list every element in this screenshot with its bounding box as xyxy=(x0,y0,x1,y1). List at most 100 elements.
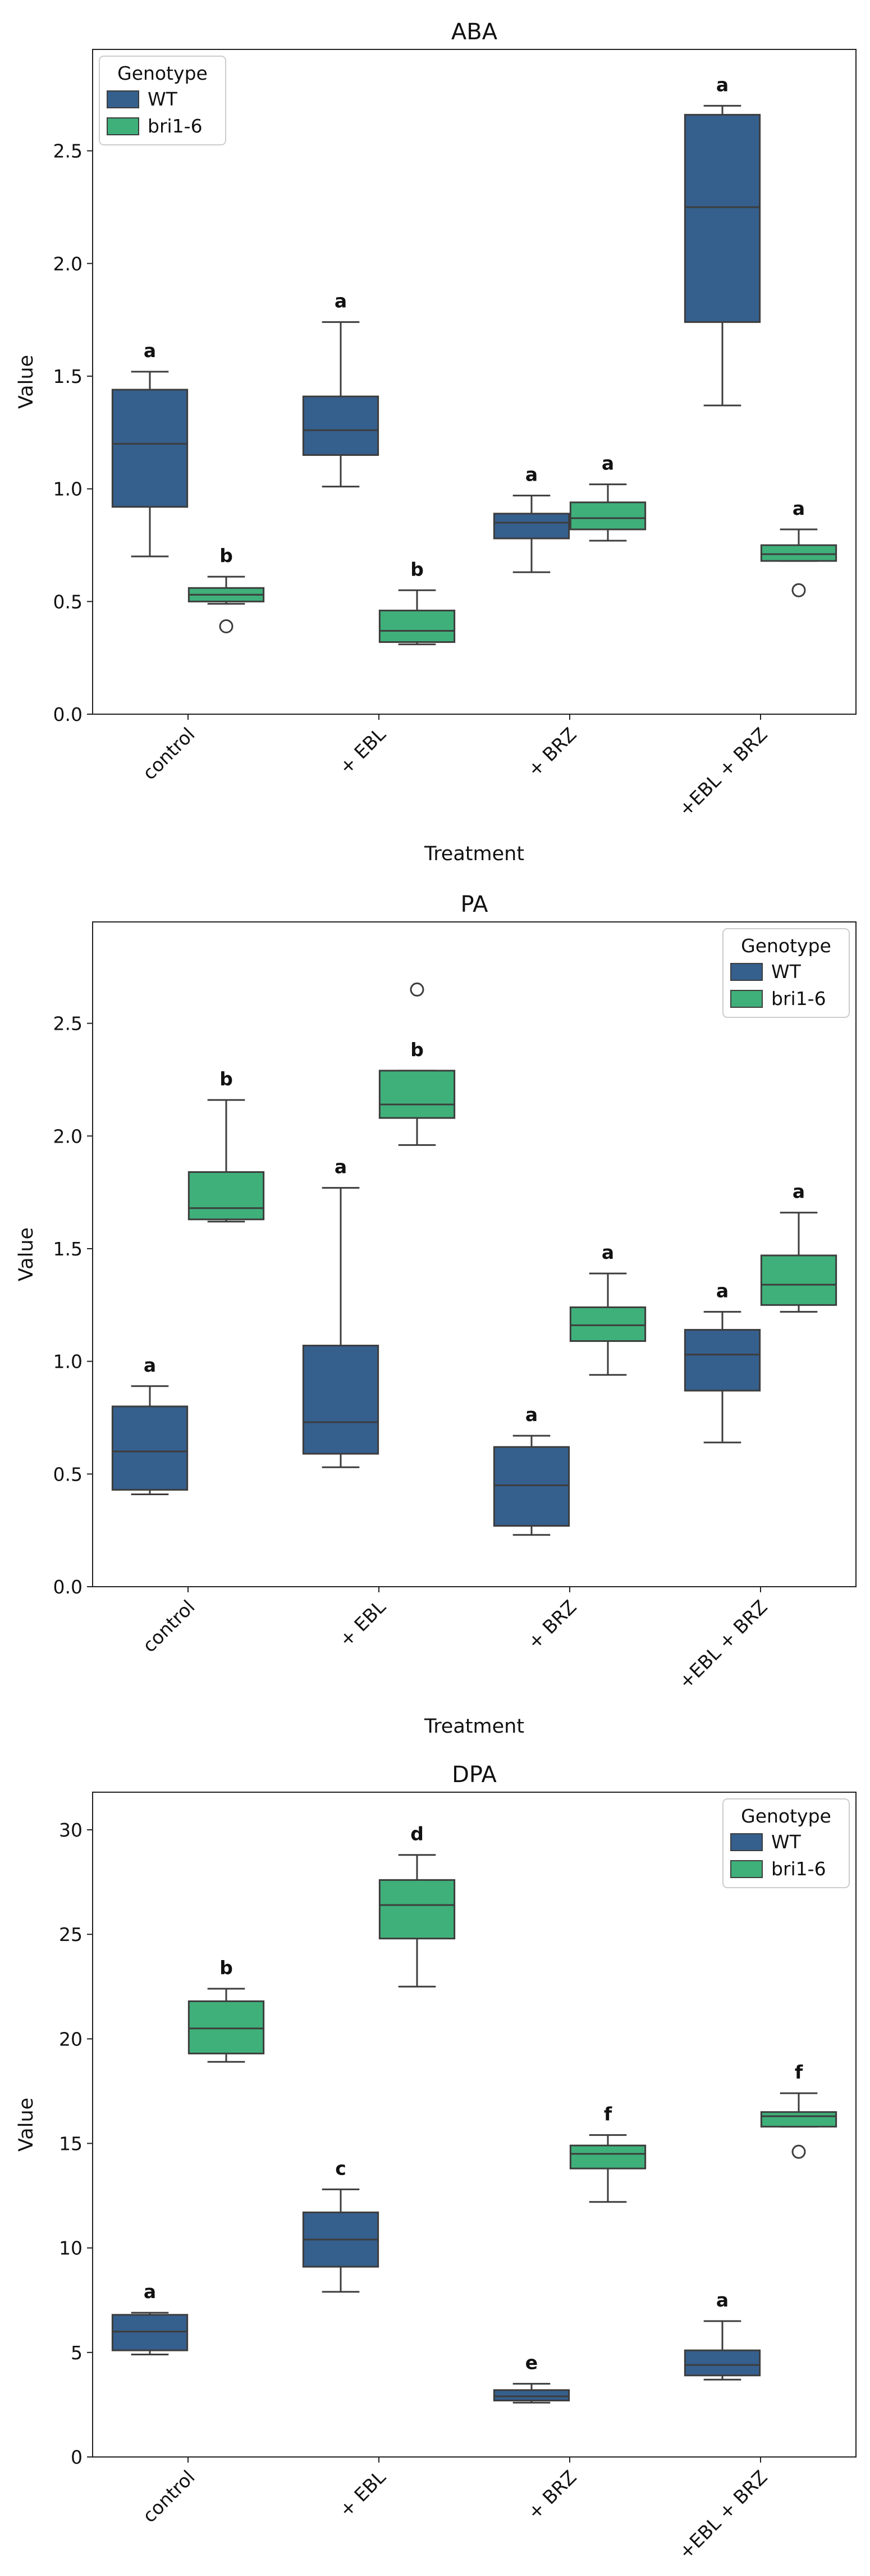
legend-swatch xyxy=(107,117,139,135)
box-iqr xyxy=(569,1306,647,1342)
significance-letter: b xyxy=(410,1039,424,1061)
significance-letter: d xyxy=(410,1823,424,1845)
legend-swatch xyxy=(730,990,763,1008)
box-group: c xyxy=(302,2157,379,2293)
x-tick-label: + EBL xyxy=(335,2466,390,2522)
legend: Genotype WT bri1-6 xyxy=(722,928,850,1018)
box-group: a xyxy=(302,1156,379,1468)
box-group: a xyxy=(760,497,837,597)
box-iqr xyxy=(111,1405,189,1491)
y-tick-label: 1.5 xyxy=(53,1238,83,1260)
legend-label: bri1-6 xyxy=(148,115,203,137)
significance-letter: a xyxy=(602,1241,614,1263)
y-tick-label: 2.5 xyxy=(53,1013,83,1035)
y-tick-label: 2.0 xyxy=(53,253,83,275)
box-group: a xyxy=(302,290,379,488)
significance-letter: b xyxy=(219,545,233,567)
box-iqr xyxy=(760,2111,837,2128)
y-axis-label: Value xyxy=(15,355,38,409)
outlier-point xyxy=(791,2144,806,2159)
box-group: d xyxy=(378,1823,456,1988)
x-tick-label: +EBL + BRZ xyxy=(674,723,771,820)
chart-title: ABA xyxy=(451,19,498,45)
significance-letter: a xyxy=(793,1181,805,1203)
box-iqr xyxy=(493,1446,570,1527)
legend-swatch xyxy=(107,90,139,108)
y-tick-label: 15 xyxy=(59,2133,83,2155)
y-tick-label: 0.0 xyxy=(53,1576,83,1598)
y-tick-label: 25 xyxy=(59,1924,83,1945)
x-tick-label: +EBL + BRZ xyxy=(674,1596,771,1693)
significance-letter: a xyxy=(602,453,614,474)
legend-title: Genotype xyxy=(741,935,831,957)
significance-letter: f xyxy=(604,2103,612,2125)
y-tick-label: 0 xyxy=(71,2446,83,2468)
box-group: a xyxy=(493,464,570,573)
box-group: b xyxy=(187,1068,265,1223)
box-group: b xyxy=(378,982,456,1146)
legend-swatch xyxy=(730,1833,763,1851)
y-tick-label: 2.0 xyxy=(53,1125,83,1147)
legend-label: WT xyxy=(148,88,178,110)
y-tick-label: 1.5 xyxy=(53,366,83,387)
y-tick-label: 0.0 xyxy=(53,704,83,725)
chart-panel-dpa: DPA 0 5 10 15 20 25 30 Value control + EBL + BRZ +EB… xyxy=(15,1762,857,2564)
box-group: a xyxy=(111,2281,189,2356)
significance-letter: b xyxy=(219,1957,233,1979)
outlier-point xyxy=(410,982,424,997)
box-group: b xyxy=(187,1957,265,2063)
y-tick-label: 1.0 xyxy=(53,478,83,500)
y-tick-label: 20 xyxy=(59,2028,83,2050)
significance-letter: a xyxy=(793,497,805,519)
box-iqr xyxy=(187,2000,265,2054)
legend-swatch xyxy=(730,1860,763,1878)
legend-label: bri1-6 xyxy=(771,988,826,1010)
box-group: a xyxy=(111,1354,189,1495)
legend-label: bri1-6 xyxy=(771,1858,826,1880)
box-group: a xyxy=(684,2289,761,2381)
significance-letter: a xyxy=(716,74,729,95)
box-group: b xyxy=(187,545,265,633)
box-iqr xyxy=(378,609,456,643)
box-iqr xyxy=(760,1254,837,1306)
box-group: e xyxy=(493,2352,570,2404)
box-iqr xyxy=(378,1070,456,1119)
x-tick-label: + BRZ xyxy=(523,2466,581,2524)
significance-letter: f xyxy=(795,2061,803,2083)
legend-title: Genotype xyxy=(741,1805,831,1827)
box-group: a xyxy=(569,1241,647,1376)
box-group: a xyxy=(684,1280,761,1444)
box-group: f xyxy=(760,2061,837,2159)
outlier-point xyxy=(791,583,806,597)
outlier-point xyxy=(219,619,233,633)
box-iqr xyxy=(684,2349,761,2377)
box-group: f xyxy=(569,2103,647,2203)
chart-title: PA xyxy=(461,892,489,917)
x-tick-label: + BRZ xyxy=(523,1596,581,1654)
x-axis-label: Treatment xyxy=(424,1715,524,1738)
x-tick-label: + BRZ xyxy=(523,723,581,781)
box-iqr xyxy=(684,1328,761,1392)
significance-letter: a xyxy=(716,2289,729,2311)
significance-letter: a xyxy=(144,2281,156,2303)
legend-swatch xyxy=(730,963,763,981)
y-tick-label: 0.5 xyxy=(53,591,83,613)
box-iqr xyxy=(493,2389,570,2401)
y-tick-label: 30 xyxy=(59,1819,83,1841)
y-tick-label: 5 xyxy=(71,2342,83,2364)
chart-panel-aba: ABA 0.0 0.5 1.0 1.5 2.0 2.5 Value control + EBL + … xyxy=(15,19,857,865)
legend-label: WT xyxy=(771,1831,802,1853)
x-axis-label: Treatment xyxy=(424,843,524,865)
box-iqr xyxy=(302,1345,379,1455)
box-iqr xyxy=(569,2144,647,2169)
box-iqr xyxy=(684,113,761,323)
legend: Genotype WT bri1-6 xyxy=(722,1798,850,1888)
box-iqr xyxy=(302,395,379,456)
x-tick-label: control xyxy=(138,2466,199,2527)
chart-title: DPA xyxy=(452,1762,497,1788)
box-iqr xyxy=(111,389,189,508)
significance-letter: a xyxy=(716,1280,729,1301)
box-group: a xyxy=(569,453,647,542)
significance-letter: a xyxy=(525,464,538,486)
